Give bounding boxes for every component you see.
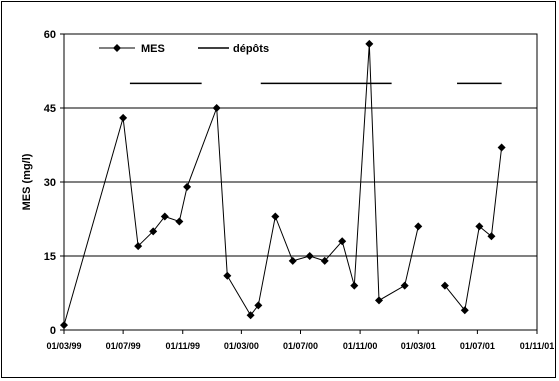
- mes-point: [160, 212, 169, 221]
- mes-point: [183, 182, 192, 191]
- mes-series: [60, 39, 506, 330]
- gridlines: [64, 107, 537, 257]
- x-tick-label: 01/11/00: [343, 341, 378, 351]
- y-tick-label: 45: [44, 103, 56, 115]
- mes-point: [271, 212, 280, 221]
- x-tick-label: 01/11/99: [165, 341, 200, 351]
- mes-point: [288, 256, 297, 265]
- x-axis-ticks: 01/03/99 01/07/99 01/11/99 01/03/00 01/07/00…: [46, 330, 554, 351]
- mes-point: [119, 113, 128, 122]
- mes-point: [212, 104, 221, 112]
- legend: MES dépôts: [99, 43, 269, 55]
- mes-point: [400, 281, 409, 290]
- mes-point: [175, 217, 184, 226]
- mes-point: [338, 237, 347, 246]
- mes-point: [149, 227, 158, 236]
- x-tick-label: 01/03/00: [224, 341, 259, 351]
- y-tick-label: 15: [44, 251, 56, 263]
- mes-point: [320, 256, 329, 265]
- y-tick-label: 0: [50, 325, 56, 337]
- mes-point: [475, 222, 484, 231]
- mes-point: [487, 232, 496, 241]
- y-axis-ticks: 0 15 30 45 60: [44, 29, 64, 337]
- mes-point: [365, 39, 374, 48]
- x-tick-label: 01/03/01: [401, 341, 436, 351]
- mes-point: [414, 222, 423, 231]
- mes-point: [60, 321, 68, 330]
- mes-line: [63, 43, 419, 326]
- legend-mes-marker: [113, 44, 121, 52]
- mes-point: [375, 296, 384, 305]
- mes-line: [444, 147, 503, 312]
- mes-point: [497, 143, 506, 152]
- y-tick-label: 30: [44, 177, 56, 189]
- mes-point: [350, 281, 359, 290]
- mes-point: [254, 301, 263, 310]
- mes-point: [460, 306, 469, 315]
- mes-point: [246, 311, 255, 320]
- legend-depots-label: dépôts: [233, 43, 269, 55]
- x-tick-label: 01/03/99: [46, 341, 81, 351]
- mes-point: [440, 281, 449, 290]
- x-tick-label: 01/07/99: [106, 341, 141, 351]
- y-tick-label: 60: [44, 29, 56, 41]
- y-axis-label: MES (mg/l): [21, 153, 33, 210]
- mes-point: [223, 271, 232, 280]
- x-tick-label: 01/11/01: [520, 341, 555, 351]
- x-tick-label: 01/07/01: [460, 341, 495, 351]
- mes-point: [305, 252, 314, 260]
- x-tick-label: 01/07/00: [283, 341, 318, 351]
- legend-mes-label: MES: [141, 43, 165, 55]
- mes-point: [134, 242, 143, 251]
